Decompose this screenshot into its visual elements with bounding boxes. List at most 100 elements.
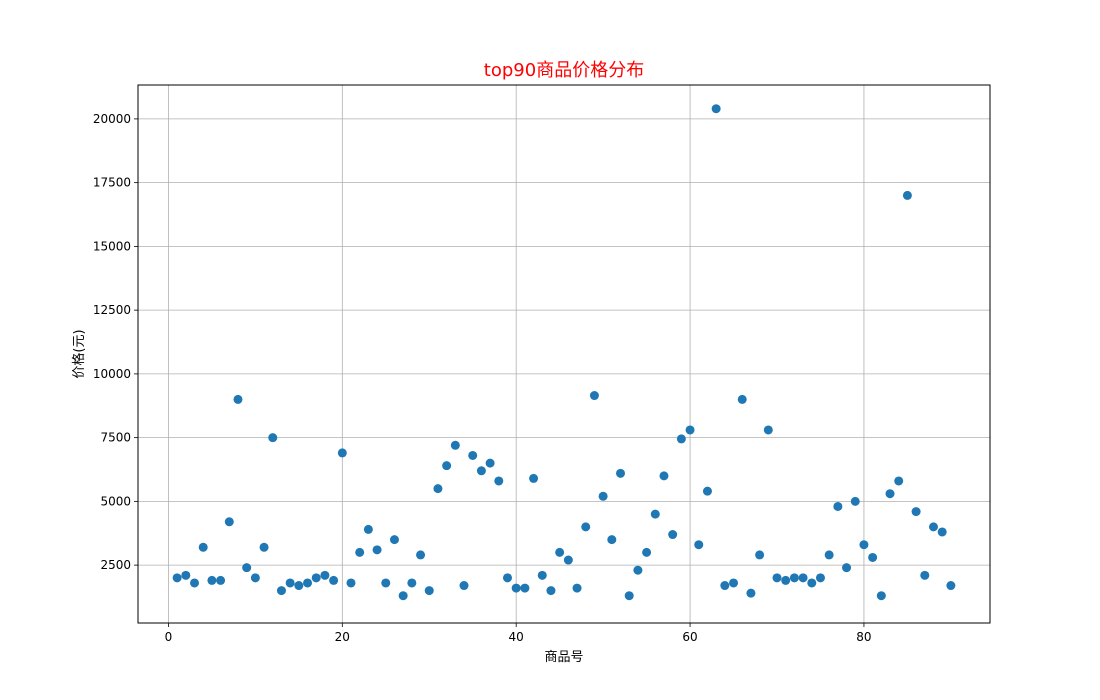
data-point (407, 578, 417, 588)
data-point (476, 466, 486, 476)
data-point (642, 547, 652, 557)
data-point (424, 586, 434, 596)
data-point (676, 434, 686, 444)
data-point (885, 489, 895, 499)
data-point (224, 517, 234, 527)
data-point (824, 550, 834, 560)
x-axis-label: 商品号 (544, 650, 583, 665)
data-point (842, 563, 852, 573)
data-point (494, 476, 504, 486)
data-point (815, 573, 825, 583)
data-point (529, 473, 539, 483)
data-point (729, 578, 739, 588)
x-tick-label: 40 (509, 630, 524, 644)
data-point (363, 524, 373, 534)
data-point (433, 484, 443, 494)
data-point (181, 570, 191, 580)
chart-title: top90商品价格分布 (484, 60, 644, 81)
data-point (668, 530, 678, 540)
grid-lines (138, 85, 990, 623)
y-tick-label: 17500 (93, 176, 131, 190)
data-point (190, 578, 200, 588)
data-point (355, 547, 365, 557)
data-point (285, 578, 295, 588)
data-point (259, 542, 269, 552)
data-point (572, 583, 582, 593)
data-point (633, 565, 643, 575)
data-point (233, 394, 243, 404)
y-axis-ticks: 2500 5000 7500 10000 12500 15000 17500 20000 (93, 112, 138, 572)
data-point (198, 542, 208, 552)
data-point (937, 527, 947, 537)
data-point (294, 581, 304, 591)
data-point (868, 552, 878, 562)
data-point (589, 391, 599, 401)
data-point (276, 586, 286, 596)
data-point (537, 570, 547, 580)
data-point (702, 486, 712, 496)
data-point (763, 425, 773, 435)
data-point (398, 591, 408, 601)
data-point (624, 591, 634, 601)
data-point (920, 570, 930, 580)
y-tick-label: 20000 (93, 112, 131, 126)
data-point (807, 578, 817, 588)
data-point (311, 573, 321, 583)
data-point (607, 535, 617, 545)
data-point (833, 501, 843, 511)
data-point (746, 588, 756, 598)
data-point (798, 573, 808, 583)
data-point (450, 440, 460, 450)
x-tick-label: 60 (682, 630, 697, 644)
data-point (581, 522, 591, 532)
y-tick-label: 2500 (100, 558, 131, 572)
data-point (902, 190, 912, 200)
data-point (459, 581, 469, 591)
data-point (207, 575, 217, 585)
y-tick-label: 7500 (100, 431, 131, 445)
data-point (502, 573, 512, 583)
data-point (389, 535, 399, 545)
data-point (520, 583, 530, 593)
y-tick-label: 10000 (93, 367, 131, 381)
data-point (511, 583, 521, 593)
x-tick-label: 20 (335, 630, 350, 644)
data-point (876, 591, 886, 601)
data-point (563, 555, 573, 565)
x-axis-ticks: 0 20 40 60 80 (165, 623, 872, 644)
data-point (894, 476, 904, 486)
data-point (172, 573, 182, 583)
y-tick-label: 5000 (100, 494, 131, 508)
data-points (172, 104, 956, 601)
data-point (598, 491, 608, 501)
plot-frame (137, 84, 991, 624)
data-point (372, 545, 382, 555)
data-point (216, 575, 226, 585)
data-point (928, 522, 938, 532)
data-point (381, 578, 391, 588)
data-point (772, 573, 782, 583)
data-point (755, 550, 765, 560)
data-point (781, 575, 791, 585)
y-tick-label: 12500 (93, 303, 131, 317)
data-point (268, 433, 278, 443)
y-tick-label: 15000 (93, 239, 131, 253)
data-point (337, 448, 347, 458)
data-point (720, 581, 730, 591)
data-point (694, 540, 704, 550)
data-point (737, 394, 747, 404)
data-point (911, 507, 921, 517)
data-point (650, 509, 660, 519)
data-point (859, 540, 869, 550)
y-axis-label: 价格(元) (71, 329, 87, 378)
x-tick-label: 80 (856, 630, 871, 644)
data-point (546, 586, 556, 596)
data-point (250, 573, 260, 583)
data-point (555, 547, 565, 557)
data-point (329, 575, 339, 585)
data-point (789, 573, 799, 583)
data-point (711, 104, 721, 114)
data-point (468, 450, 478, 460)
